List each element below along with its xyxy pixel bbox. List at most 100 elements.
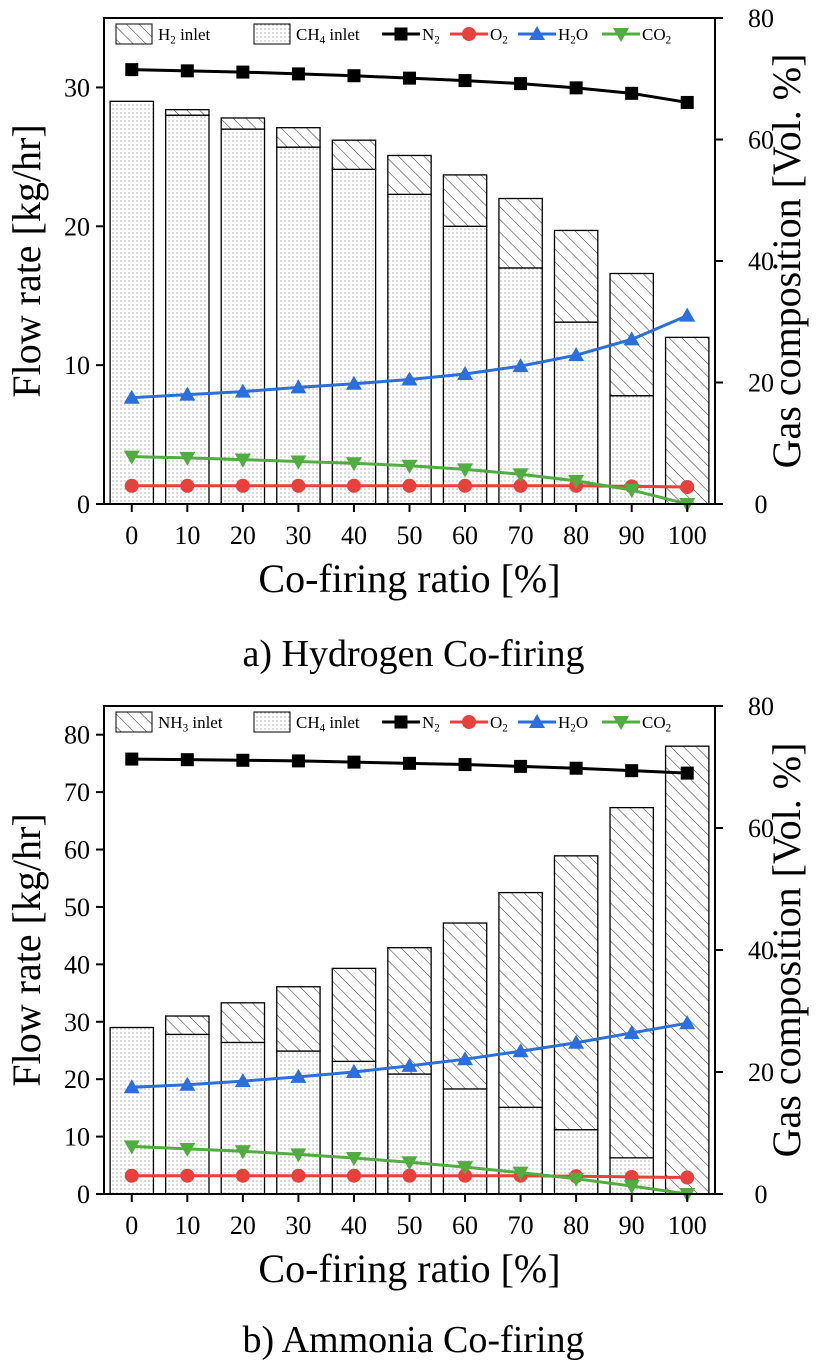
legend: NH3 inlet CH4 inlet N2 O2 H2O CO2 xyxy=(115,711,671,735)
point-CO2-0 xyxy=(123,450,140,465)
bar-h2-inlet-70 xyxy=(498,197,543,269)
legend-label-O2: O2 xyxy=(490,25,508,47)
xtick-label-60: 60 xyxy=(452,1211,478,1240)
point-H2O-60 xyxy=(457,1051,474,1066)
legend-marker-N2 xyxy=(394,27,408,41)
y2tick-label-0: 0 xyxy=(755,1180,768,1209)
point-CO2-70 xyxy=(512,468,529,483)
point-N2-0 xyxy=(125,63,139,77)
point-CO2-20 xyxy=(234,1145,251,1160)
xtick-label-100: 100 xyxy=(668,521,707,550)
point-CO2-70 xyxy=(512,1166,529,1181)
bar-ch4-inlet-30 xyxy=(276,146,321,505)
point-N2-20 xyxy=(236,65,250,79)
point-O2-0 xyxy=(124,1168,139,1183)
point-O2-10 xyxy=(180,478,195,493)
legend-label-H2O: H2O xyxy=(558,25,588,47)
xtick-label-90: 90 xyxy=(619,1211,645,1240)
ytick-label-10: 10 xyxy=(64,351,90,380)
point-O2-30 xyxy=(291,1168,306,1183)
legend-label-CO2: CO2 xyxy=(642,713,671,735)
legend: H2 inlet CH4 inlet N2 O2 H2O CO2 xyxy=(115,23,671,47)
point-H2O-90 xyxy=(623,331,640,346)
point-O2-100 xyxy=(680,479,695,494)
legend-marker-O2 xyxy=(462,27,476,41)
xtick-label-20: 20 xyxy=(230,1211,256,1240)
point-O2-0 xyxy=(124,478,139,493)
point-N2-60 xyxy=(458,758,472,772)
bar-ch4-inlet-20 xyxy=(220,128,266,505)
point-O2-10 xyxy=(180,1168,195,1183)
point-N2-0 xyxy=(125,752,139,766)
series-CO2 xyxy=(123,1140,696,1202)
point-H2O-0 xyxy=(123,389,140,404)
point-H2O-60 xyxy=(457,365,474,380)
point-O2-70 xyxy=(513,478,528,493)
legend-label-N2: N2 xyxy=(422,713,440,735)
point-O2-60 xyxy=(458,478,473,493)
legend-label-N2: N2 xyxy=(422,25,440,47)
point-N2-20 xyxy=(236,753,250,767)
point-H2O-10 xyxy=(179,386,196,401)
point-N2-50 xyxy=(403,71,416,85)
point-N2-90 xyxy=(625,86,639,100)
point-CO2-50 xyxy=(401,1156,418,1171)
bar-h2-inlet-30 xyxy=(276,127,321,148)
bar-nh3-inlet-40 xyxy=(331,967,377,1063)
xtick-label-70: 70 xyxy=(508,1211,534,1240)
point-H2O-50 xyxy=(401,371,418,386)
point-CO2-30 xyxy=(290,455,307,470)
point-O2-50 xyxy=(402,478,417,493)
point-H2O-10 xyxy=(179,1076,196,1091)
point-N2-30 xyxy=(291,754,305,768)
x-axis-title: Co-firing ratio [%] xyxy=(258,556,560,601)
point-N2-60 xyxy=(458,74,472,88)
y2-axis-title: Gas composition [Vol. %] xyxy=(764,743,809,1158)
point-O2-40 xyxy=(346,1168,361,1183)
bar-h2-inlet-60 xyxy=(442,174,488,227)
ytick-label-50: 50 xyxy=(64,893,90,922)
xtick-label-0: 0 xyxy=(125,1211,138,1240)
bar-ch4-inlet-40 xyxy=(331,168,377,505)
point-N2-80 xyxy=(569,81,583,95)
y2tick-label-0: 0 xyxy=(755,490,768,519)
y-axis-title: Flow rate [kg/hr] xyxy=(4,813,49,1086)
bar-ch4-inlet-0 xyxy=(109,100,155,505)
point-CO2-20 xyxy=(234,453,251,468)
y2tick-label-40: 40 xyxy=(748,936,774,965)
point-CO2-0 xyxy=(123,1140,140,1155)
point-N2-90 xyxy=(625,764,639,778)
ytick-label-20: 20 xyxy=(64,1065,90,1094)
ytick-label-30: 30 xyxy=(64,73,90,102)
point-CO2-90 xyxy=(623,1180,640,1195)
ytick-label-10: 10 xyxy=(64,1123,90,1152)
xtick-label-10: 10 xyxy=(174,1211,200,1240)
xtick-label-30: 30 xyxy=(285,1211,311,1240)
point-CO2-80 xyxy=(568,474,585,489)
point-H2O-30 xyxy=(290,1068,307,1083)
legend-label-O2: O2 xyxy=(490,713,508,735)
bar-nh3-inlet-80 xyxy=(553,855,599,1131)
bar-nh3-inlet-20 xyxy=(220,1002,266,1044)
point-N2-10 xyxy=(180,753,194,767)
point-N2-30 xyxy=(291,67,305,81)
point-O2-60 xyxy=(458,1168,473,1183)
point-H2O-70 xyxy=(512,1043,529,1058)
point-H2O-90 xyxy=(623,1024,640,1039)
legend-marker-CO2 xyxy=(613,716,629,730)
xtick-label-50: 50 xyxy=(397,1211,423,1240)
point-N2-100 xyxy=(680,95,694,109)
bar-nh3-inlet-70 xyxy=(498,891,543,1108)
legend-swatch-ch4-inlet xyxy=(253,23,291,45)
bar-nh3-inlet-50 xyxy=(387,947,432,1075)
xtick-label-40: 40 xyxy=(341,521,367,550)
legend-label-CO2: CO2 xyxy=(642,25,671,47)
bars xyxy=(109,745,710,1195)
xtick-label-20: 20 xyxy=(230,521,256,550)
bar-h2-inlet-50 xyxy=(387,154,432,195)
point-CO2-50 xyxy=(401,459,418,474)
caption-ammonia: b) Ammonia Co-firing xyxy=(242,1319,585,1361)
legend-label-ch4-inlet: CH4 inlet xyxy=(296,25,360,47)
point-H2O-0 xyxy=(123,1079,140,1094)
bar-nh3-inlet-10 xyxy=(165,1015,210,1036)
